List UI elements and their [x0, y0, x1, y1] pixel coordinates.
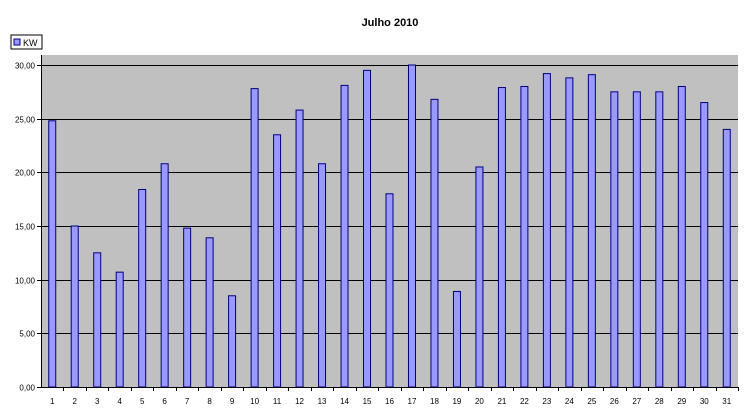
y-tick-label: 25,00 — [15, 116, 36, 125]
chart-title: Julho 2010 — [362, 17, 419, 29]
x-tick-label: 16 — [385, 397, 394, 406]
x-tick-label: 10 — [250, 397, 259, 406]
bar — [48, 120, 57, 388]
y-tick-label: 30,00 — [15, 62, 36, 71]
bar — [407, 64, 416, 388]
bar — [722, 128, 731, 388]
y-tick-label: 15,00 — [15, 223, 36, 232]
bar — [385, 193, 394, 388]
x-axis-ticks: 1 2 3 4 5 6 7 8 9 10 11 12 13 14 15 16 17 18 19 20 21 22 23 24 2… — [50, 387, 739, 406]
bar — [655, 91, 664, 388]
x-tick-label: 23 — [542, 397, 551, 406]
bar — [587, 74, 596, 388]
bar — [565, 77, 574, 388]
bar — [205, 237, 214, 388]
bar — [497, 87, 506, 388]
bar — [520, 85, 529, 388]
x-tick-label: 29 — [677, 397, 686, 406]
x-tick-label: 20 — [475, 397, 484, 406]
bar — [160, 163, 169, 388]
x-tick-label: 27 — [632, 397, 641, 406]
bar — [340, 84, 349, 388]
x-tick-label: 5 — [140, 397, 145, 406]
bar — [700, 102, 709, 388]
x-tick-label: 4 — [117, 397, 122, 406]
bar — [542, 73, 551, 388]
bar — [295, 109, 304, 388]
legend: KW — [10, 34, 43, 50]
bar — [318, 163, 327, 388]
x-tick-label: 24 — [565, 397, 574, 406]
y-tick-label: 5,00 — [19, 330, 35, 339]
bar — [273, 134, 282, 388]
x-tick-label: 15 — [363, 397, 372, 406]
bar — [115, 271, 124, 388]
bar — [250, 88, 259, 388]
bar — [93, 252, 102, 388]
x-tick-label: 9 — [230, 397, 235, 406]
x-tick-label: 1 — [50, 397, 55, 406]
bar — [183, 227, 192, 388]
x-tick-label: 17 — [408, 397, 417, 406]
bar — [138, 189, 147, 388]
y-tick-label: 10,00 — [15, 277, 36, 286]
bar — [475, 166, 484, 388]
y-tick-label: 0,00 — [19, 384, 35, 393]
y-tick-label: 20,00 — [15, 169, 36, 178]
x-tick-label: 30 — [700, 397, 709, 406]
x-tick-label: 6 — [162, 397, 167, 406]
bar — [70, 225, 79, 388]
x-tick-label: 22 — [520, 397, 529, 406]
bar — [228, 295, 237, 388]
x-tick-label: 18 — [430, 397, 439, 406]
x-tick-label: 13 — [318, 397, 327, 406]
bar — [452, 290, 461, 388]
bar — [632, 91, 641, 388]
x-tick-label: 26 — [610, 397, 619, 406]
x-tick-label: 7 — [185, 397, 190, 406]
bar — [363, 69, 372, 388]
axes — [41, 55, 738, 388]
x-tick-label: 25 — [587, 397, 596, 406]
x-tick-label: 14 — [340, 397, 349, 406]
x-tick-label: 28 — [655, 397, 664, 406]
bars — [48, 64, 731, 388]
y-axis-ticks: 0,00 5,00 10,00 15,00 20,00 25,00 30,00 — [15, 62, 41, 393]
x-tick-label: 21 — [497, 397, 506, 406]
x-tick-label: 8 — [207, 397, 212, 406]
x-tick-label: 31 — [722, 397, 731, 406]
x-tick-label: 12 — [295, 397, 304, 406]
x-tick-label: 2 — [73, 397, 78, 406]
legend-swatch — [13, 38, 21, 46]
x-tick-label: 11 — [273, 397, 282, 406]
x-tick-label: 19 — [452, 397, 461, 406]
x-tick-label: 3 — [95, 397, 100, 406]
legend-label: KW — [23, 38, 38, 48]
bar — [610, 91, 619, 388]
bar — [430, 98, 439, 388]
bar — [677, 85, 686, 388]
